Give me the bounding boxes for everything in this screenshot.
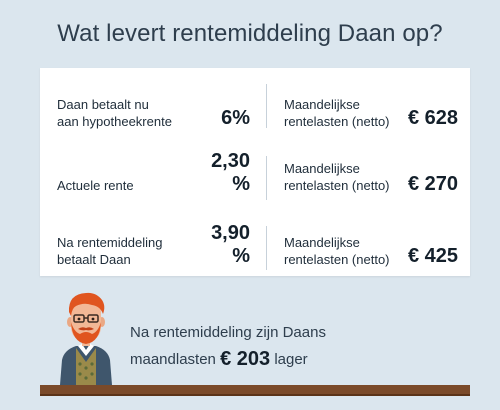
rate-row-actual: Actuele rente 2,30 % Maandelijkse rentel… [40,148,470,208]
row-rate: 3,90 % [211,222,250,267]
page-title: Wat levert rentemiddeling Daan op? [57,20,443,47]
rate-row-current: Daan betaalt nu aan hypotheekrente 6% Ma… [40,76,470,136]
summary-amount: € 203 [220,348,271,370]
row-rate: 2,30 % [211,150,250,195]
monthly-amount: € 425 [407,245,458,267]
man-with-red-hair-and-beard-icon [56,290,116,385]
summary-prefix: maandlasten [130,351,216,368]
monthly-amount: € 270 [407,173,458,195]
row-label-line1: Actuele rente [57,178,134,193]
monthly-label-line2: rentelasten (netto) [284,114,390,129]
monthly-label: Maandelijkse rentelasten (netto) [284,160,414,194]
divider [266,156,267,200]
monthly-label-line2: rentelasten (netto) [284,252,390,267]
summary-line2: maandlasten € 203 lager [130,346,326,373]
row-label-line1: Na rentemiddeling [57,235,163,250]
summary-suffix: lager [274,351,308,368]
row-label: Daan betaalt nu aan hypotheekrente [57,96,187,130]
row-label-line2: betaalt Daan [57,252,131,267]
divider [266,84,267,128]
rate-row-after-averaging: Na rentemiddeling betaalt Daan 3,90 % Ma… [40,218,470,278]
divider [266,226,267,270]
monthly-label-line1: Maandelijkse [284,235,360,250]
monthly-label-line2: rentelasten (netto) [284,178,390,193]
monthly-label-line1: Maandelijkse [284,97,360,112]
rates-card: Daan betaalt nu aan hypotheekrente 6% Ma… [40,68,470,276]
desk [40,385,470,396]
monthly-label-line1: Maandelijkse [284,161,360,176]
summary-line1: Na rentemiddeling zijn Daans [130,324,326,341]
row-label: Na rentemiddeling betaalt Daan [57,234,187,268]
monthly-label: Maandelijkse rentelasten (netto) [284,96,414,130]
row-label-line2: aan hypotheekrente [57,114,172,129]
row-rate: 6% [221,107,250,129]
monthly-label: Maandelijkse rentelasten (netto) [284,234,414,268]
row-label-line1: Daan betaalt nu [57,97,149,112]
row-label: Actuele rente [57,177,187,194]
monthly-amount: € 628 [407,107,458,129]
savings-summary: Na rentemiddeling zijn Daans maandlasten… [130,320,326,373]
